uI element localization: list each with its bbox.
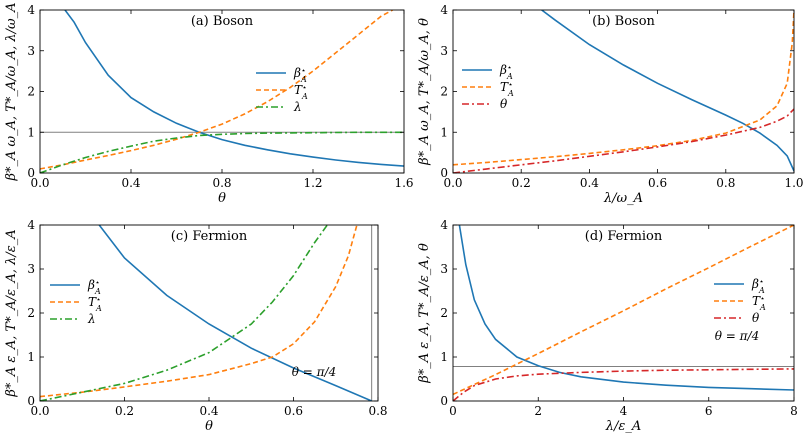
- y-tick-label: 4: [440, 218, 448, 232]
- y-tick-label: 3: [440, 44, 448, 58]
- axes-frame: [452, 224, 795, 402]
- x-tick-label: 0.4: [580, 176, 599, 190]
- y-tick-label: 1: [440, 350, 448, 364]
- panel-title: (b) Boson: [592, 14, 655, 29]
- legend-label-2: T⋆ A: [752, 294, 766, 312]
- y-tick-label: 3: [27, 44, 35, 58]
- axes-frame: [39, 9, 405, 174]
- x-tick-label: 0.2: [115, 404, 134, 418]
- x-tick-label: 0.8: [368, 404, 387, 418]
- series-line-1: [98, 225, 373, 401]
- x-tick-label: 4: [620, 404, 628, 418]
- legend-label-2: T⋆ A: [88, 295, 102, 313]
- x-tick-label: 0.8: [212, 176, 231, 190]
- series-line-1: [541, 10, 794, 172]
- y-tick-label: 0: [27, 394, 35, 408]
- y-axis-label: β*_A ε_A, T*_A/ε_A, θ: [417, 243, 432, 384]
- x-tick-label: 0.0: [443, 176, 462, 190]
- legend: β⋆ AT⋆ Aλ: [50, 278, 102, 326]
- series-line-3: [453, 368, 794, 401]
- series-line-2: [453, 10, 794, 166]
- panel-title: (d) Fermion: [585, 229, 663, 244]
- x-tick-label: 1.0: [784, 176, 803, 190]
- y-tick-label: 3: [27, 262, 35, 276]
- legend-label-1: β⋆ A: [293, 66, 307, 84]
- legend-label-3: λ: [293, 100, 302, 114]
- series-line-2: [40, 10, 393, 170]
- annotation-theta: θ = π/4: [715, 329, 759, 343]
- y-tick-label: 4: [27, 3, 35, 17]
- x-tick-label: 0.8: [716, 176, 735, 190]
- panel-c: 0.0 0.2 0.4 0.6 0.8 0 1 2 3 4 θ β*_A ε_A, T*_A/ε_A,…: [4, 218, 388, 433]
- y-axis-label: β*_A ω_A, T*_A/ω_A, λ/ω_A: [4, 2, 19, 181]
- legend-label-2: T⋆ A: [294, 83, 308, 101]
- x-tick-label: 6: [705, 404, 713, 418]
- y-tick-label: 2: [440, 306, 448, 320]
- panel-title: (a) Boson: [191, 14, 254, 29]
- series-line-1: [458, 225, 794, 391]
- legend-label-3: θ: [500, 97, 508, 111]
- y-tick-label: 1: [27, 350, 35, 364]
- legend: β⋆ AT⋆ Aθ: [714, 277, 766, 325]
- y-tick-label: 0: [440, 166, 448, 180]
- y-tick-label: 2: [27, 306, 35, 320]
- legend: β⋆ AT⋆ Aθ: [462, 63, 514, 111]
- legend-label-1: β⋆ A: [751, 277, 765, 295]
- y-axis-label: β*_A ω_A, T*_A/ω_A, θ: [417, 18, 432, 166]
- x-tick-label: 0.4: [121, 176, 140, 190]
- annotation-theta: θ = π/4: [292, 365, 336, 379]
- x-axis-label: λ/ω_A: [603, 191, 643, 206]
- y-tick-label: 1: [440, 125, 448, 139]
- y-tick-label: 4: [440, 3, 448, 17]
- y-tick-label: 1: [27, 125, 35, 139]
- x-tick-label: 2: [534, 404, 542, 418]
- panel-title: (c) Fermion: [171, 229, 248, 244]
- y-tick-label: 2: [27, 85, 35, 99]
- x-tick-label: 1.6: [394, 176, 413, 190]
- y-tick-label: 4: [27, 218, 35, 232]
- y-tick-label: 2: [440, 85, 448, 99]
- series-line-3: [453, 108, 794, 173]
- x-tick-label: 0.6: [648, 176, 667, 190]
- x-axis-label: θ: [205, 419, 213, 433]
- x-tick-label: 1.2: [303, 176, 322, 190]
- series-line-2: [40, 225, 358, 398]
- y-axis-label: β*_A ε_A, T*_A/ε_A, λ/ε_A: [4, 229, 19, 397]
- legend-label-1: β⋆ A: [499, 63, 513, 81]
- x-tick-label: 0: [449, 404, 457, 418]
- x-axis-label: θ: [218, 191, 226, 206]
- series-line-1: [64, 10, 404, 167]
- legend: β⋆ AT⋆ Aλ: [256, 66, 308, 114]
- y-tick-label: 3: [440, 262, 448, 276]
- y-tick-label: 0: [440, 394, 448, 408]
- x-tick-label: 0.4: [199, 404, 218, 418]
- x-tick-label: 0.0: [30, 176, 49, 190]
- series-line-3: [40, 225, 328, 401]
- x-tick-label: 8: [790, 404, 798, 418]
- x-tick-label: 0.0: [30, 404, 49, 418]
- panel-b: 0.0 0.2 0.4 0.6 0.8 1.0 0 1 2 3 4 λ/ω_A β*_A ω_A, T*…: [417, 3, 804, 206]
- x-tick-label: 0.6: [284, 404, 303, 418]
- legend-label-3: θ: [752, 311, 760, 325]
- x-axis-label: λ/ε_A: [605, 419, 641, 433]
- legend-label-3: λ: [87, 312, 96, 326]
- legend-label-2: T⋆ A: [500, 80, 514, 98]
- y-tick-label: 0: [27, 166, 35, 180]
- x-tick-label: 0.2: [512, 176, 531, 190]
- panel-a: 0.0 0.4 0.8 1.2 1.6 0 1 2 3 4 θ β*_A ω_A, T*_A/ω_A,…: [4, 2, 414, 206]
- series-line-3: [40, 131, 404, 173]
- legend-label-1: β⋆ A: [87, 278, 101, 296]
